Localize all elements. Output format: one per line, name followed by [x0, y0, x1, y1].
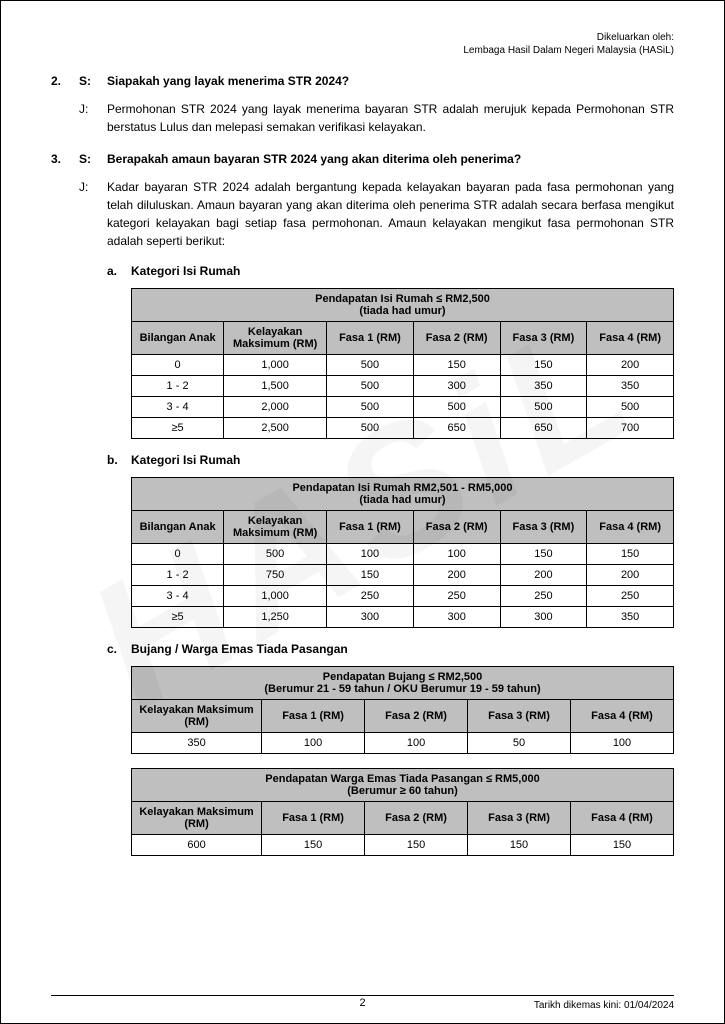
table-row: ≥52,500500650650700	[132, 418, 674, 439]
col-header: Fasa 1 (RM)	[327, 511, 414, 544]
col-header: Fasa 4 (RM)	[570, 802, 673, 835]
table-b-wrap: Pendapatan Isi Rumah RM2,501 - RM5,000 (…	[131, 477, 674, 628]
table-row: 0500100100150150	[132, 544, 674, 565]
col-header: Fasa 3 (RM)	[468, 700, 571, 733]
table-row: ≥51,250300300300350	[132, 607, 674, 628]
col-header: Fasa 3 (RM)	[468, 802, 571, 835]
col-header: Fasa 1 (RM)	[327, 322, 414, 355]
subsection-c: c. Bujang / Warga Emas Tiada Pasangan	[107, 642, 674, 656]
qa-item-2: 2. S: Siapakah yang layak menerima STR 2…	[51, 72, 674, 136]
col-header: Fasa 1 (RM)	[262, 700, 365, 733]
page-footer: 2 Tarikh dikemas kini: 01/04/2024	[51, 995, 674, 1011]
qa-j-label: J:	[79, 178, 107, 250]
qa-j-label: J:	[79, 100, 107, 136]
page-number: 2	[359, 997, 365, 1009]
col-header: Kelayakan Maksimum (RM)	[132, 700, 262, 733]
qa-number: 2.	[51, 72, 79, 90]
col-header: Bilangan Anak	[132, 511, 224, 544]
qa-answer: Kadar bayaran STR 2024 adalah bergantung…	[107, 178, 674, 250]
sub-letter: c.	[107, 642, 131, 656]
header-line1: Dikeluarkan oleh:	[51, 31, 674, 44]
sub-letter: a.	[107, 264, 131, 278]
qa-s-label: S:	[79, 72, 107, 90]
table-row: 1 - 2750150200200200	[132, 565, 674, 586]
table-a-wrap: Pendapatan Isi Rumah ≤ RM2,500 (tiada ha…	[131, 288, 674, 439]
col-header: Kelayakan Maksimum (RM)	[132, 802, 262, 835]
col-header: Kelayakan Maksimum (RM)	[224, 511, 327, 544]
table-header-span: Pendapatan Warga Emas Tiada Pasangan ≤ R…	[132, 769, 674, 802]
table-c2: Pendapatan Warga Emas Tiada Pasangan ≤ R…	[131, 768, 674, 856]
qa-number: 3.	[51, 150, 79, 168]
col-header: Fasa 4 (RM)	[570, 700, 673, 733]
table-c1-wrap: Pendapatan Bujang ≤ RM2,500 (Berumur 21 …	[131, 666, 674, 754]
table-c1: Pendapatan Bujang ≤ RM2,500 (Berumur 21 …	[131, 666, 674, 754]
col-header: Fasa 3 (RM)	[500, 511, 587, 544]
col-header: Fasa 2 (RM)	[413, 322, 500, 355]
table-header-span: Pendapatan Isi Rumah ≤ RM2,500 (tiada ha…	[132, 289, 674, 322]
table-header-span: Pendapatan Bujang ≤ RM2,500 (Berumur 21 …	[132, 667, 674, 700]
footer-date: Tarikh dikemas kini: 01/04/2024	[534, 1000, 674, 1011]
col-header: Fasa 2 (RM)	[365, 700, 468, 733]
col-header: Fasa 2 (RM)	[365, 802, 468, 835]
col-header: Bilangan Anak	[132, 322, 224, 355]
table-header-span: Pendapatan Isi Rumah RM2,501 - RM5,000 (…	[132, 478, 674, 511]
qa-answer: Permohonan STR 2024 yang layak menerima …	[107, 100, 674, 136]
col-header: Kelayakan Maksimum (RM)	[224, 322, 327, 355]
table-c2-wrap: Pendapatan Warga Emas Tiada Pasangan ≤ R…	[131, 768, 674, 856]
subsection-b: b. Kategori Isi Rumah	[107, 453, 674, 467]
sub-title: Bujang / Warga Emas Tiada Pasangan	[131, 642, 348, 656]
table-row: 35010010050100	[132, 733, 674, 754]
table-row: 600150150150150	[132, 835, 674, 856]
sub-title: Kategori Isi Rumah	[131, 453, 240, 467]
table-b: Pendapatan Isi Rumah RM2,501 - RM5,000 (…	[131, 477, 674, 628]
col-header: Fasa 4 (RM)	[587, 322, 674, 355]
col-header: Fasa 4 (RM)	[587, 511, 674, 544]
qa-question: Berapakah amaun bayaran STR 2024 yang ak…	[107, 150, 674, 168]
sub-title: Kategori Isi Rumah	[131, 264, 240, 278]
header-issuer: Dikeluarkan oleh: Lembaga Hasil Dalam Ne…	[51, 31, 674, 57]
qa-item-3: 3. S: Berapakah amaun bayaran STR 2024 y…	[51, 150, 674, 250]
qa-s-label: S:	[79, 150, 107, 168]
table-row: 1 - 21,500500300350350	[132, 376, 674, 397]
col-header: Fasa 2 (RM)	[413, 511, 500, 544]
sub-letter: b.	[107, 453, 131, 467]
table-row: 3 - 41,000250250250250	[132, 586, 674, 607]
document-page: HASiL Dikeluarkan oleh: Lembaga Hasil Da…	[0, 0, 725, 1024]
table-row: 3 - 42,000500500500500	[132, 397, 674, 418]
table-row: 01,000500150150200	[132, 355, 674, 376]
header-line2: Lembaga Hasil Dalam Negeri Malaysia (HAS…	[51, 44, 674, 57]
col-header: Fasa 3 (RM)	[500, 322, 587, 355]
subsection-a: a. Kategori Isi Rumah	[107, 264, 674, 278]
qa-question: Siapakah yang layak menerima STR 2024?	[107, 72, 674, 90]
col-header: Fasa 1 (RM)	[262, 802, 365, 835]
table-a: Pendapatan Isi Rumah ≤ RM2,500 (tiada ha…	[131, 288, 674, 439]
